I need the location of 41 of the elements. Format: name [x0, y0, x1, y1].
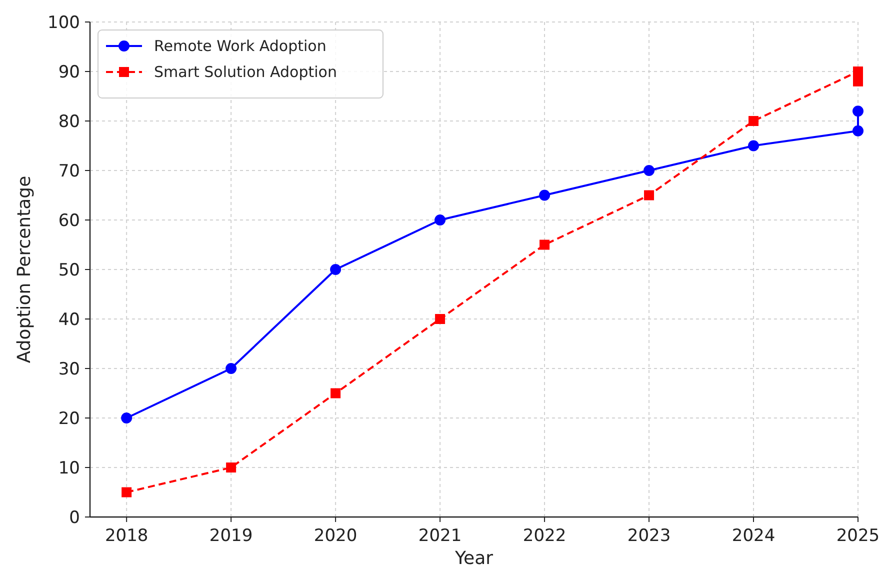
point [852, 106, 864, 117]
point [539, 190, 550, 201]
point [852, 125, 864, 136]
x-axis-title: Year [454, 548, 494, 569]
y-tick-label: 60 [58, 211, 80, 231]
x-tick-label: 2025 [836, 526, 880, 546]
x-tick-label: 2023 [627, 526, 671, 546]
point [330, 264, 342, 275]
point [748, 116, 759, 126]
legend-label: Smart Solution Adoption [154, 63, 337, 81]
point [330, 388, 341, 398]
point [122, 487, 132, 498]
x-tick-label: 2019 [209, 526, 253, 546]
point [748, 140, 760, 152]
y-tick-label: 10 [58, 458, 80, 478]
point [853, 76, 863, 86]
point [435, 314, 446, 324]
x-tick-label: 2020 [314, 526, 358, 546]
legend-label: Remote Work Adoption [154, 37, 326, 55]
point [644, 165, 655, 176]
y-tick-label: 30 [58, 360, 80, 380]
x-tick-label: 2022 [522, 526, 566, 546]
y-tick-label: 50 [58, 260, 80, 280]
point [226, 462, 236, 472]
x-tick-label: 2021 [418, 526, 462, 546]
y-tick-label: 90 [58, 62, 80, 82]
point [226, 363, 237, 374]
point [644, 190, 654, 200]
point [540, 240, 550, 250]
x-tick-label: 2018 [104, 526, 148, 546]
y-axis-title: Adoption Percentage [14, 176, 35, 364]
point [434, 214, 446, 226]
point [121, 412, 132, 424]
x-tick-label: 2024 [732, 526, 776, 546]
point [853, 66, 863, 76]
y-tick-label: 20 [58, 409, 80, 429]
y-tick-label: 70 [58, 162, 80, 182]
y-tick-label: 40 [58, 310, 80, 330]
y-tick-label: 0 [69, 508, 80, 528]
y-tick-label: 80 [58, 112, 80, 132]
y-tick-label: 100 [48, 13, 80, 33]
